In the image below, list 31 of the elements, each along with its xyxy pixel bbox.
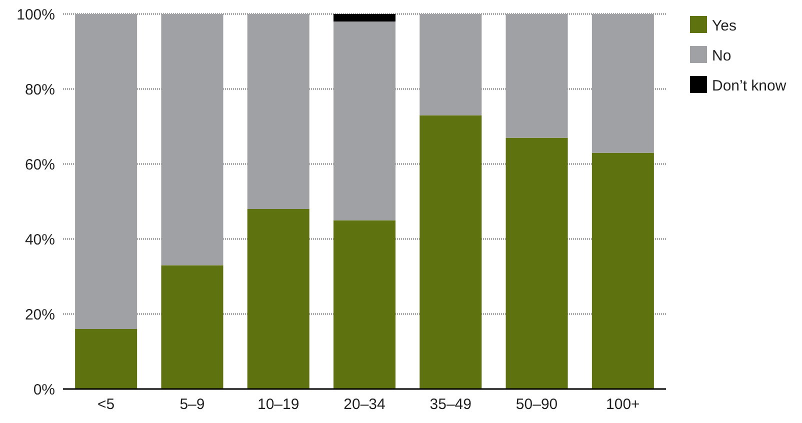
y-tick-label: 40% xyxy=(24,231,55,248)
bar xyxy=(247,209,310,389)
y-tick-label: 100% xyxy=(16,6,55,24)
bar xyxy=(592,14,654,153)
x-tick-label: 35–49 xyxy=(430,396,472,413)
y-tick-label: 80% xyxy=(24,81,55,98)
bar xyxy=(420,115,482,389)
x-tick-label: 50–90 xyxy=(516,396,558,413)
y-tick-label: 0% xyxy=(33,381,55,398)
x-tick-label: <5 xyxy=(98,396,115,413)
y-tick-label: 20% xyxy=(24,306,55,324)
x-tick-label: 100+ xyxy=(606,396,640,413)
bar xyxy=(592,152,654,389)
bar xyxy=(506,14,568,138)
bar xyxy=(420,14,482,116)
y-tick-label: 60% xyxy=(24,156,55,174)
x-tick-label: 5–9 xyxy=(180,396,205,413)
x-tick-label: 20–34 xyxy=(344,396,386,413)
bar xyxy=(247,14,310,209)
bar xyxy=(333,220,396,389)
bar xyxy=(75,329,138,389)
bar xyxy=(333,14,396,22)
legend-label: Don’t know xyxy=(712,77,786,94)
bar xyxy=(161,14,224,266)
legend-label: No xyxy=(712,47,732,64)
legend-label: Yes xyxy=(712,17,736,34)
bar xyxy=(506,138,568,389)
bar xyxy=(161,265,224,389)
bar xyxy=(75,14,138,329)
bar xyxy=(333,22,396,220)
x-tick-label: 10–19 xyxy=(258,396,300,413)
